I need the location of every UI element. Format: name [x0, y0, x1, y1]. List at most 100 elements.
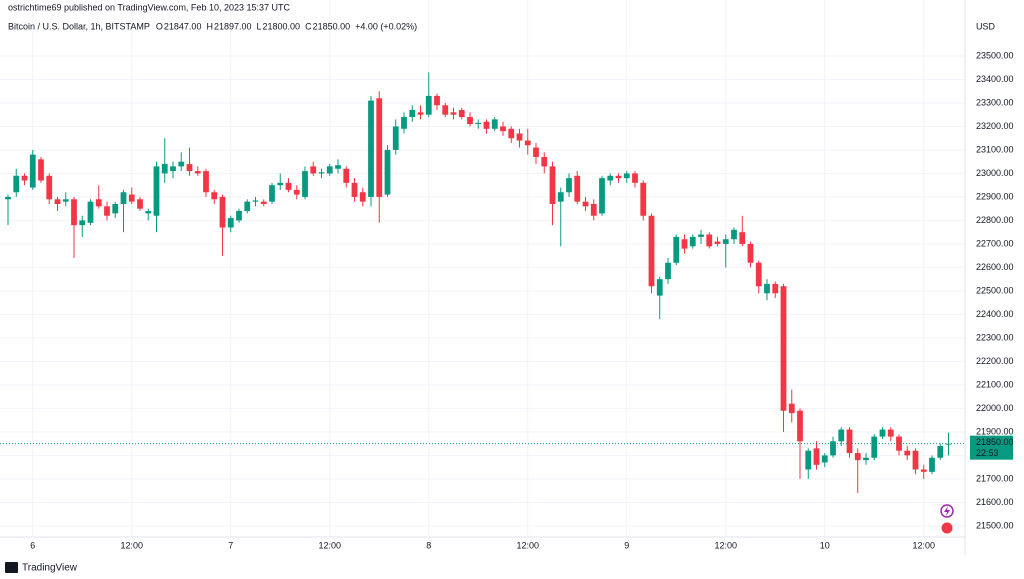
currency: USD: [976, 21, 996, 31]
ohlc-label: C: [305, 21, 312, 31]
candle-body: [508, 128, 515, 139]
y-tick-label: 22800.00: [976, 215, 1014, 225]
x-tick-label: 7: [228, 540, 233, 550]
y-tick-label: 21500.00: [976, 520, 1014, 530]
y-tick-label: 22300.00: [976, 332, 1014, 342]
candle-body: [516, 133, 523, 141]
y-tick-label: 23100.00: [976, 144, 1014, 154]
x-tick-label: 6: [30, 540, 35, 550]
candle-body: [896, 436, 902, 451]
candle-body: [71, 199, 77, 226]
candle-body: [302, 171, 308, 197]
candle-body: [161, 164, 168, 174]
candle-body: [13, 175, 20, 193]
candle-body: [326, 166, 333, 174]
candle-body: [615, 175, 622, 179]
y-tick-label: 22200.00: [976, 356, 1014, 366]
price-tag-countdown: 22:53: [976, 448, 999, 458]
candles: [0, 72, 965, 493]
candle-body: [714, 241, 721, 244]
candle-body: [772, 283, 779, 294]
candle-body: [137, 199, 143, 209]
candle-body: [656, 279, 663, 296]
y-tick-label: 23400.00: [976, 74, 1014, 84]
event-icon-bolt: [944, 506, 950, 516]
candle-body: [632, 173, 638, 183]
ohlc-value: 21847.00: [164, 21, 202, 31]
candle-body: [29, 154, 36, 188]
candle-body: [401, 117, 407, 129]
candle-body: [293, 189, 300, 195]
candle-body: [335, 165, 341, 169]
candle-body: [689, 236, 696, 247]
ohlc-label: L: [257, 21, 262, 31]
y-tick-label: 23200.00: [976, 121, 1014, 131]
candle-body: [937, 446, 944, 458]
candle-body: [409, 109, 416, 118]
candle-body: [236, 211, 242, 221]
candle-body: [780, 286, 787, 411]
candle-body: [211, 192, 218, 200]
candle-body: [442, 105, 449, 115]
y-tick-label: 21700.00: [976, 473, 1014, 483]
y-tick-label: 22000.00: [976, 403, 1014, 413]
candle-body: [929, 457, 935, 472]
candle-body: [153, 166, 160, 216]
candle-body: [599, 178, 605, 214]
candle-body: [722, 239, 729, 244]
candle-body: [607, 175, 614, 181]
candle-body: [665, 262, 671, 280]
candle-body: [343, 168, 350, 183]
candle-body: [145, 211, 152, 214]
candle-body: [120, 192, 127, 204]
y-tick-label: 21900.00: [976, 426, 1014, 436]
y-tick-label: 22600.00: [976, 262, 1014, 272]
candle-body: [384, 149, 391, 195]
candle-body: [46, 175, 53, 200]
x-tick-label: 12:00: [318, 540, 341, 550]
y-tick-label: 23500.00: [976, 50, 1014, 60]
candle-body: [846, 429, 853, 454]
candle-body: [574, 175, 581, 202]
candle-body: [747, 243, 754, 263]
candle-body: [541, 156, 548, 167]
candle-body: [178, 161, 185, 167]
candle-body: [838, 429, 845, 442]
economic-event-icon[interactable]: [940, 521, 954, 535]
candle-body: [104, 206, 110, 216]
ohlc-label: O: [156, 21, 163, 31]
candle-body: [640, 182, 647, 216]
candle-body: [5, 196, 11, 200]
candle-body: [500, 126, 506, 132]
y-tick-label: 22400.00: [976, 309, 1014, 319]
candle-body: [269, 185, 275, 202]
candle-body: [277, 182, 284, 186]
symbol: Bitcoin / U.S. Dollar, 1h, BITSTAMP: [8, 21, 150, 31]
x-tick-label: 12:00: [912, 540, 935, 550]
candle-body: [87, 201, 94, 223]
candle-body: [458, 109, 465, 118]
candle-body: [351, 182, 358, 197]
candle-body: [186, 164, 193, 172]
y-tick-label: 22100.00: [976, 379, 1014, 389]
candle-body: [203, 171, 209, 193]
ohlc-value: 21897.00: [214, 21, 252, 31]
candle-body: [38, 159, 44, 181]
candle-body: [128, 194, 135, 202]
candle-body: [491, 119, 498, 129]
candle-body: [170, 166, 176, 172]
candle-body: [79, 220, 86, 226]
x-tick-label: 12:00: [120, 540, 143, 550]
grid: [0, 0, 965, 536]
candle-body: [863, 457, 869, 461]
ohlc-value: 21850.00: [313, 21, 351, 31]
change: +4.00 (+0.02%): [355, 21, 417, 31]
y-tick-label: 21600.00: [976, 497, 1014, 507]
candle-body: [557, 192, 564, 202]
candle-body: [260, 201, 267, 204]
candle-body: [879, 429, 886, 437]
candle-body: [698, 234, 704, 237]
candle-body: [244, 201, 251, 212]
